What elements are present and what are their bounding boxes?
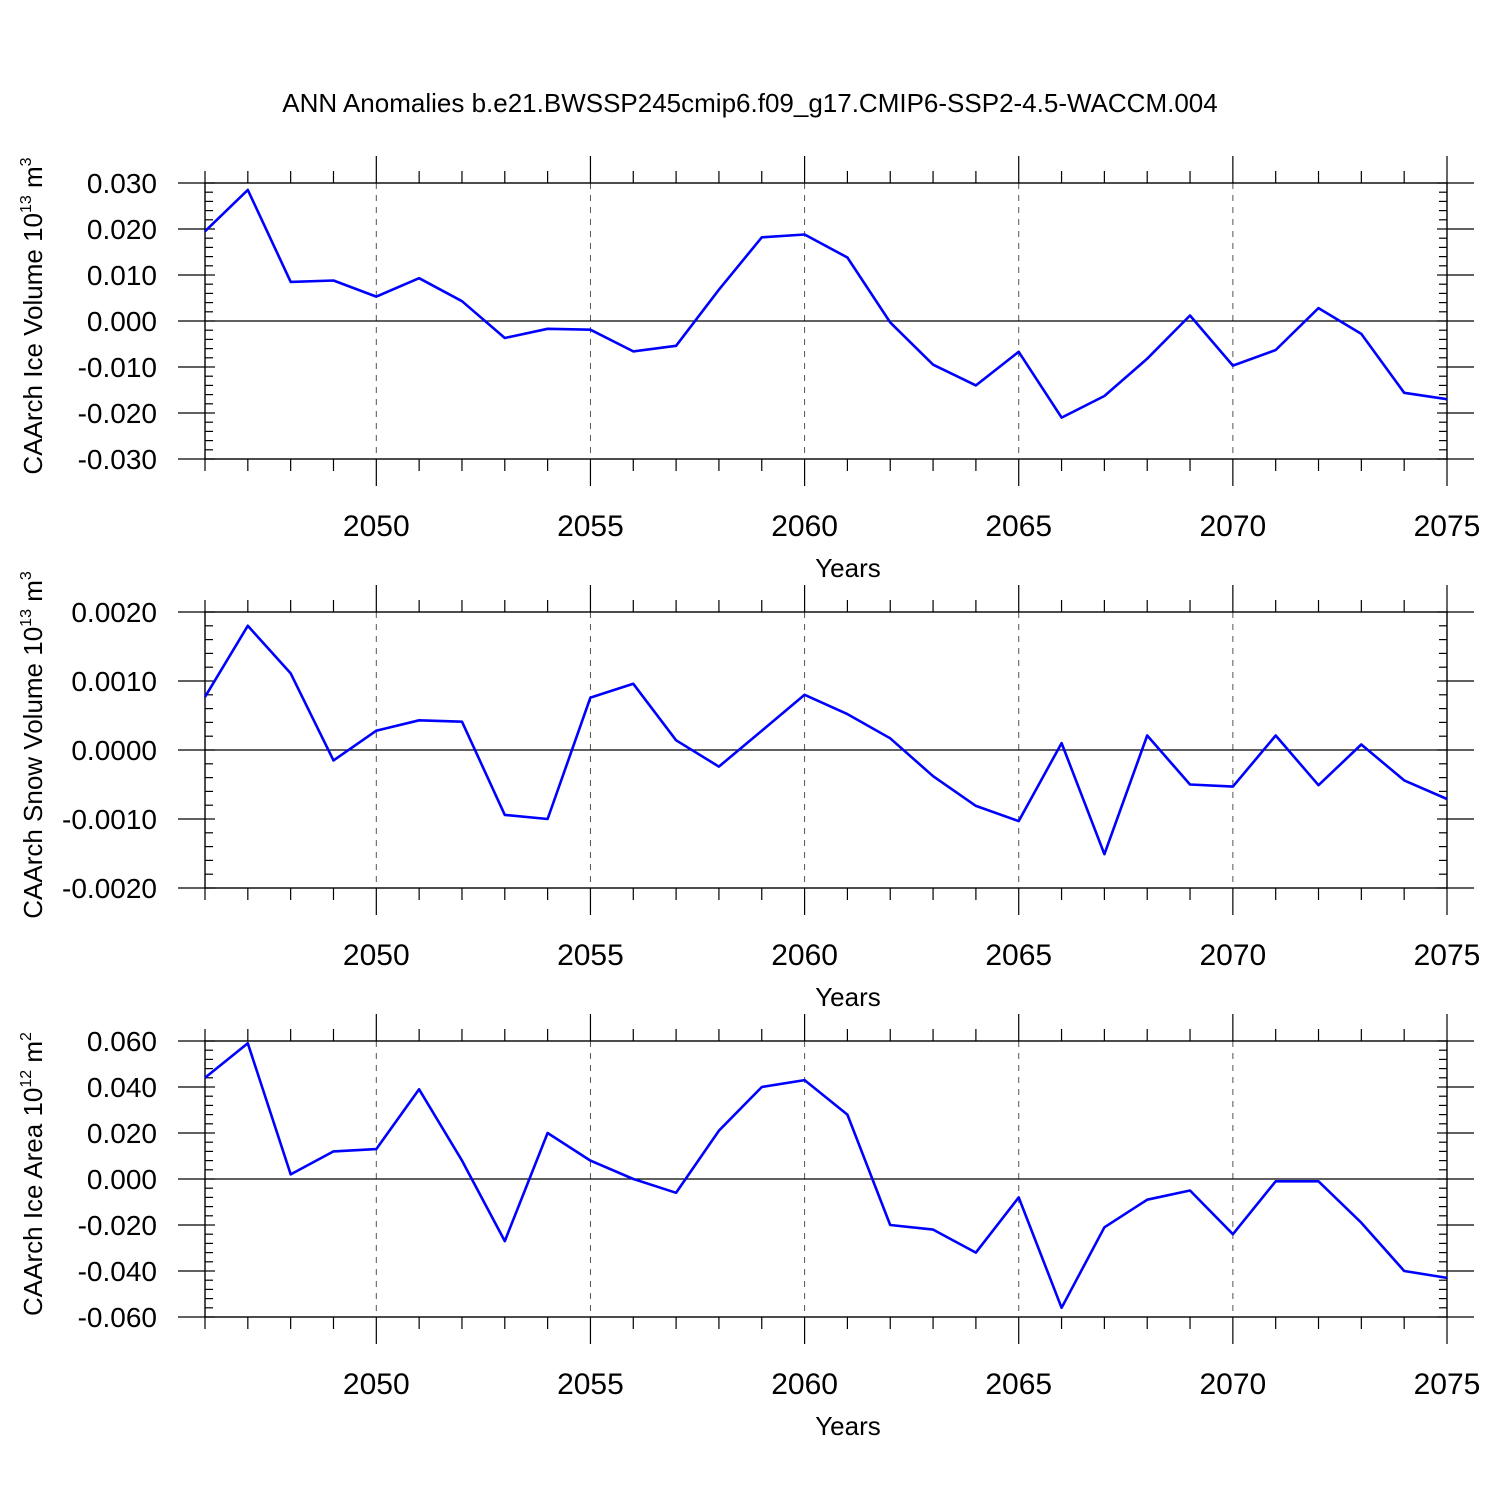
chart-panel-2: -0.0020 -0.0010 0.0000 0.0010 0.0020 2050 2055… xyxy=(18,571,1480,1012)
y-tick-label: -0.020 xyxy=(78,1210,157,1241)
y-tick-label: 0.000 xyxy=(87,1164,157,1195)
y-axis-title: CAArch Ice Area 1012 m2 xyxy=(18,1032,48,1316)
y-axis-title: CAArch Ice Volume 1013 m3 xyxy=(18,157,48,474)
x-tick-label: 2065 xyxy=(985,1368,1052,1401)
x-tick-label: 2075 xyxy=(1414,939,1481,972)
x-tick-label: 2065 xyxy=(985,939,1052,972)
x-tick-label: 2060 xyxy=(771,939,838,972)
y-tick-label: 0.000 xyxy=(87,306,157,337)
x-tick-label: 2055 xyxy=(557,939,624,972)
x-tick-label: 2075 xyxy=(1414,1368,1481,1401)
y-axis-title: CAArch Snow Volume 1013 m3 xyxy=(18,571,48,919)
x-tick-label: 2050 xyxy=(343,939,410,972)
chart-panels: -0.030 -0.020 -0.010 0.000 0.010 0.020 0.030 20… xyxy=(18,156,1480,1441)
x-tick-label: 2070 xyxy=(1199,939,1266,972)
x-axis-title: Years xyxy=(815,553,881,583)
chart-panel-1: -0.030 -0.020 -0.010 0.000 0.010 0.020 0.030 20… xyxy=(18,156,1480,583)
x-tick-label: 2065 xyxy=(985,510,1052,543)
x-tick-label: 2055 xyxy=(557,510,624,543)
x-tick-label: 2060 xyxy=(771,510,838,543)
series-line xyxy=(204,1042,1448,1310)
series-line xyxy=(203,624,1448,856)
y-tick-label: -0.060 xyxy=(78,1302,157,1333)
x-tick-label: 2055 xyxy=(557,1368,624,1401)
x-tick-label: 2050 xyxy=(343,1368,410,1401)
y-tick-label: 0.040 xyxy=(87,1072,157,1103)
series-line xyxy=(204,188,1448,419)
x-tick-label: 2060 xyxy=(771,1368,838,1401)
y-tick-label: -0.0020 xyxy=(62,873,157,904)
y-tick-label: 0.060 xyxy=(87,1026,157,1057)
x-tick-label: 2075 xyxy=(1414,510,1481,543)
y-tick-label: 0.030 xyxy=(87,168,157,199)
y-tick-label: -0.0010 xyxy=(62,804,157,835)
y-tick-label: -0.030 xyxy=(78,444,157,475)
y-tick-label: -0.040 xyxy=(78,1256,157,1287)
x-tick-label: 2070 xyxy=(1199,1368,1266,1401)
x-tick-label: 2070 xyxy=(1199,510,1266,543)
y-tick-label: -0.010 xyxy=(78,352,157,383)
figure-title: ANN Anomalies b.e21.BWSSP245cmip6.f09_g1… xyxy=(282,88,1217,118)
chart-panel-3: -0.060 -0.040 -0.020 0.000 0.020 0.040 0.060 20… xyxy=(18,1014,1480,1441)
y-tick-label: 0.0010 xyxy=(71,666,157,697)
x-tick-label: 2050 xyxy=(343,510,410,543)
y-tick-label: 0.0000 xyxy=(71,735,157,766)
y-tick-label: -0.020 xyxy=(78,398,157,429)
y-tick-label: 0.020 xyxy=(87,1118,157,1149)
x-axis-title: Years xyxy=(815,982,881,1012)
y-tick-label: 0.0020 xyxy=(71,597,157,628)
x-axis-title: Years xyxy=(815,1411,881,1441)
y-tick-label: 0.020 xyxy=(87,214,157,245)
y-tick-label: 0.010 xyxy=(87,260,157,291)
